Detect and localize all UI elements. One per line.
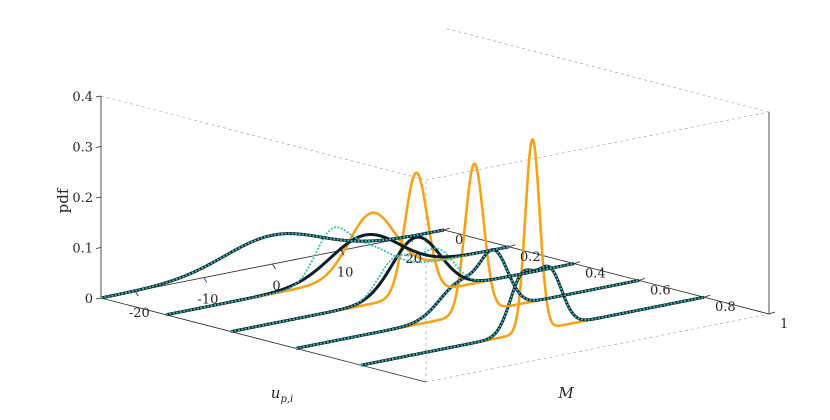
z-tick <box>95 146 102 148</box>
z-tick-label: 0 <box>85 292 93 307</box>
z-tick <box>95 196 102 199</box>
z-tick <box>95 247 102 249</box>
grid-back-top-edge <box>425 111 770 181</box>
x-axis-label-subscript: p,i <box>280 394 293 405</box>
grid-right-top-edge <box>443 27 770 113</box>
z-tick-label: 0.4 <box>72 90 93 105</box>
x-axis-label-main: u <box>271 384 281 402</box>
teal-curve-M-0-6 <box>295 248 640 350</box>
x-tick <box>134 290 139 297</box>
x-tick-label: 20 <box>405 252 422 267</box>
y-tick <box>703 294 711 298</box>
z-tick <box>95 297 102 300</box>
series-layer <box>100 138 705 367</box>
x-tick-label: -10 <box>197 293 218 308</box>
y-tick <box>443 227 451 231</box>
grid-left-top-edge <box>100 95 427 181</box>
y-tick-label: 0 <box>455 233 463 248</box>
y-axis-line <box>443 229 770 315</box>
y-tick <box>508 244 516 248</box>
x-tick <box>340 250 345 256</box>
black-curve-M-0-2 <box>165 232 510 317</box>
y-tick <box>638 278 646 281</box>
x-tick-label: -20 <box>129 306 150 321</box>
y-tick-label: 0.6 <box>650 283 671 298</box>
z-tick-label: 0.2 <box>72 191 93 206</box>
x-tick-label: 0 <box>272 279 280 294</box>
teal-curve-M-0-4 <box>230 247 575 333</box>
axes-box <box>100 96 770 383</box>
y-tick-label: 0.4 <box>585 267 606 282</box>
x-tick <box>409 236 414 243</box>
floor-left-edge <box>100 297 427 383</box>
black-curve-M-0-8 <box>360 264 705 367</box>
y-tick <box>768 311 776 315</box>
z-tick-label: 0.3 <box>72 141 93 156</box>
y-tick-label: 0.2 <box>520 250 541 265</box>
grid-layer <box>100 27 770 383</box>
x-tick-label: 10 <box>337 265 354 280</box>
x-axis-label: up,i <box>271 384 293 405</box>
z-tick <box>95 95 102 98</box>
z-tick-label: 0.1 <box>72 242 93 257</box>
y-tick <box>573 261 581 264</box>
y-axis-label: M <box>557 384 574 402</box>
teal-curve-M-0 <box>100 229 445 299</box>
teal-curve-M-0-2 <box>165 226 510 316</box>
x-tick <box>272 263 276 270</box>
x-tick <box>203 277 208 283</box>
z-axis-label: pdf <box>54 187 72 213</box>
grid-back-floor-edge <box>425 313 770 383</box>
y-tick-label: 1 <box>780 317 788 332</box>
y-tick-label: 0.8 <box>715 300 736 315</box>
teal-curve-M-0-8 <box>360 265 705 367</box>
